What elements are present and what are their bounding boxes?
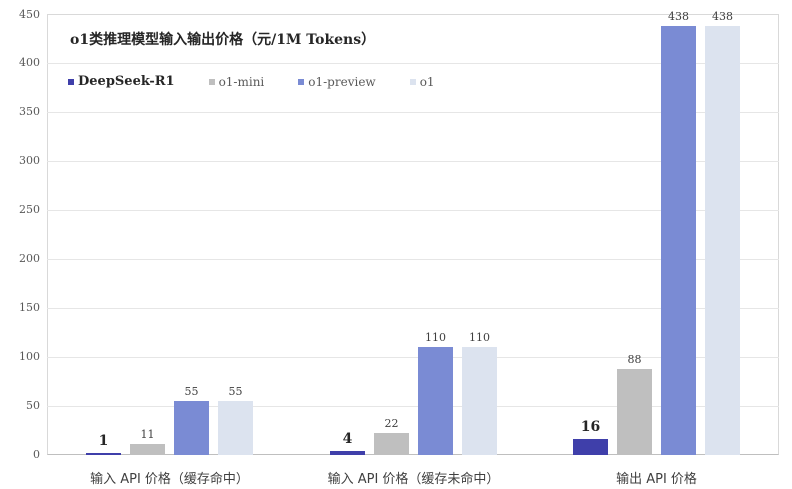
gridline	[47, 259, 779, 260]
bar-value-label: 4	[342, 431, 353, 448]
bar	[174, 401, 209, 455]
bar-value-label: 438	[668, 10, 689, 24]
bar-value-label: 88	[627, 352, 642, 366]
bar	[462, 347, 497, 455]
bar	[573, 439, 608, 455]
bar	[218, 401, 253, 455]
bar-value-label: 1	[98, 433, 109, 449]
y-tick-label: 350	[19, 105, 40, 119]
legend-item: o1	[409, 74, 435, 89]
y-tick-label: 50	[26, 399, 40, 413]
bar	[130, 444, 165, 455]
y-tick-label: 300	[19, 154, 40, 168]
legend-swatch-icon	[208, 78, 215, 85]
bar-value-label: 22	[384, 417, 399, 431]
legend: DeepSeek-R1 o1-mini o1-preview o1	[68, 74, 469, 89]
bar-value-label: 438	[712, 10, 733, 24]
bar	[617, 368, 652, 455]
bar-value-label: 16	[580, 419, 601, 436]
bar	[86, 453, 121, 455]
legend-item: o1-preview	[298, 74, 376, 89]
y-tick-label: 200	[19, 252, 40, 266]
bar-value-label: 110	[469, 331, 490, 345]
category-label: 输入 API 价格（缓存未命中）	[327, 472, 500, 487]
bar-value-label: 11	[140, 428, 155, 442]
gridline	[47, 308, 779, 309]
bar-value-label: 55	[184, 385, 199, 399]
category-label: 输入 API 价格（缓存命中）	[90, 472, 249, 487]
y-tick-label: 450	[19, 7, 40, 21]
gridline	[47, 161, 779, 162]
y-tick-label: 400	[19, 56, 40, 70]
y-tick-label: 150	[19, 301, 40, 315]
bar	[418, 347, 453, 455]
bar-value-label: 110	[425, 331, 446, 345]
bar	[705, 26, 740, 455]
legend-swatch-icon	[298, 78, 305, 85]
legend-item: o1-mini	[208, 74, 265, 89]
bar-value-label: 55	[228, 385, 243, 399]
plot-area	[47, 14, 779, 455]
gridline	[47, 210, 779, 211]
legend-label: o1-mini	[218, 74, 265, 89]
title-divider	[48, 63, 779, 64]
legend-label: DeepSeek-R1	[78, 74, 175, 89]
legend-item: DeepSeek-R1	[68, 74, 175, 89]
gridline	[47, 406, 779, 407]
bar	[661, 26, 696, 455]
y-tick-label: 250	[19, 203, 40, 217]
chart-title: o1类推理模型输入输出价格（元/1M Tokens）	[70, 32, 376, 48]
legend-swatch-icon	[409, 78, 416, 85]
legend-label: o1	[419, 74, 435, 89]
y-tick-label: 100	[19, 350, 40, 364]
gridline	[47, 357, 779, 358]
gridline	[47, 112, 779, 113]
category-label: 输出 API 价格	[616, 472, 697, 487]
legend-swatch-icon	[68, 78, 74, 85]
y-tick-label: 0	[33, 448, 40, 461]
bar	[330, 451, 365, 455]
legend-label: o1-preview	[308, 74, 376, 89]
bar	[374, 433, 409, 455]
